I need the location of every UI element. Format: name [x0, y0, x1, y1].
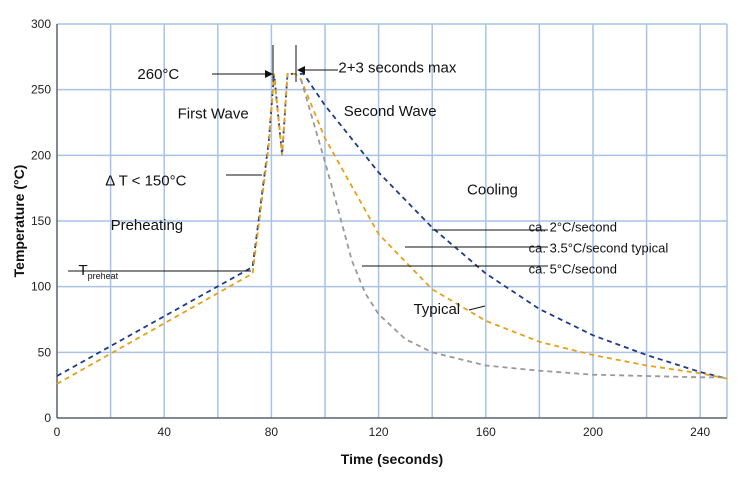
annotation-rate-5: ca. 5°C/second [529, 262, 617, 277]
y-tick-label: 300 [31, 17, 51, 31]
x-tick-label: 40 [158, 425, 172, 439]
x-tick-label: 200 [583, 425, 603, 439]
annotation-main-text: T [78, 262, 87, 279]
y-tick-label: 200 [31, 148, 51, 162]
annotation-rate-2: ca. 2°C/second [529, 220, 617, 235]
y-tick-label: 50 [38, 345, 52, 359]
y-axis-title: Temperature (°C) [11, 165, 27, 278]
annotation-t-preheat: Tpreheat [78, 262, 118, 281]
arrowhead-dwell [297, 66, 305, 74]
series-line-2 [56, 73, 728, 385]
annotation-dwell: 2+3 seconds max [338, 60, 456, 77]
annotation-rate-3-5: ca. 3.5°C/second typical [529, 241, 669, 256]
y-tick-label: 250 [31, 83, 51, 97]
x-tick-label: 240 [690, 425, 710, 439]
series-line-3 [300, 78, 727, 379]
annotation-cooling: Cooling [467, 182, 518, 199]
y-tick-label: 100 [31, 280, 51, 294]
arrowhead-peak [265, 70, 273, 78]
annotation-peak: 260°C [137, 66, 179, 83]
x-tick-label: 80 [265, 425, 279, 439]
annotation-subscript: preheat [88, 271, 119, 281]
series-line-1 [56, 73, 728, 380]
annotation-typical: Typical [413, 301, 460, 318]
x-tick-label: 0 [54, 425, 61, 439]
annotation-second-wave: Second Wave [344, 103, 437, 120]
y-tick-label: 150 [31, 214, 51, 228]
leader-typical [468, 305, 486, 311]
x-axis-title: Time (seconds) [341, 451, 443, 467]
annotation-preheating: Preheating [111, 217, 184, 234]
y-tick-label: 0 [44, 411, 51, 425]
annotation-first-wave: First Wave [178, 106, 249, 123]
annotation-delta-t: Δ T < 150°C [105, 173, 186, 190]
x-tick-label: 160 [476, 425, 496, 439]
x-tick-label: 120 [369, 425, 389, 439]
